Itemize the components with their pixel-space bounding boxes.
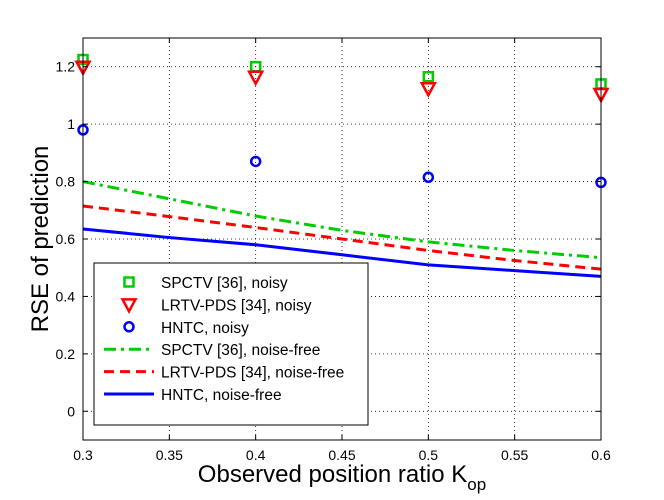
x-tick-label: 0.6 <box>591 447 611 463</box>
y-tick-label: 0.4 <box>56 288 76 304</box>
data-point-hntc-noisy <box>422 171 435 184</box>
series-line-lrtv-pds-34-noise-free <box>82 204 602 271</box>
legend-label-lrtv-pds-34-noise-free: LRTV-PDS [34], noise-free <box>161 365 344 382</box>
data-point-lrtv-pds-34-noisy <box>419 82 437 98</box>
x-axis-label: Observed position ratio Kop <box>198 461 486 494</box>
x-tick-label: 0.35 <box>156 447 183 463</box>
x-tick-label: 0.55 <box>501 447 528 463</box>
x-axis-label-subscript: op <box>467 475 486 494</box>
y-tick-label: 1.2 <box>56 59 76 75</box>
data-point-lrtv-pds-34-noisy <box>247 70 265 87</box>
y-tick-label: 0.8 <box>56 174 76 190</box>
legend-swatch-spctv-36-noisy <box>123 276 135 288</box>
x-tick-label: 0.4 <box>246 447 266 463</box>
x-tick-label: 0.45 <box>328 447 355 463</box>
y-tick-label: 0.2 <box>56 346 76 362</box>
ticks: 0.3 0.35 0.4 0.45 0.5 0.55 0.6 0 0.2 0.4 0.6 0.8 1 1.… <box>56 38 611 463</box>
y-axis-label: RSE of prediction <box>27 146 54 333</box>
legend-label-hntc-noise-free: HNTC, noise-free <box>161 387 282 404</box>
y-tick-label: 1 <box>67 116 75 132</box>
series-line-hntc-noise-free <box>82 227 602 278</box>
legend-items: SPCTV [36], noisy LRTV-PDS [34], noisy HNT… <box>104 275 344 404</box>
y-tick-label: 0 <box>67 403 75 419</box>
x-axis-label-main: Observed position ratio K <box>198 461 467 488</box>
x-tick-label: 0.5 <box>419 447 439 463</box>
legend-label-hntc-noisy: HNTC, noisy <box>161 320 249 337</box>
legend-box <box>93 262 369 426</box>
legend-label-lrtv-pds-34-noisy: LRTV-PDS [34], noisy <box>161 297 312 314</box>
legend-label-spctv-36-noisy: SPCTV [36], noisy <box>161 275 288 292</box>
legend-label-spctv-36-noise-free: SPCTV [36], noise-free <box>161 342 320 359</box>
x-tick-label: 0.3 <box>73 447 93 463</box>
legend-swatch-hntc-noisy <box>123 321 135 333</box>
data-point-hntc-noisy <box>249 155 262 168</box>
y-tick-label: 0.6 <box>56 231 76 247</box>
legend-swatch-lrtv-pds-34-noisy <box>120 298 138 315</box>
data-point-spctv-36-noisy <box>422 71 435 83</box>
legend: SPCTV [36], noisy LRTV-PDS [34], noisy HNT… <box>93 262 369 426</box>
